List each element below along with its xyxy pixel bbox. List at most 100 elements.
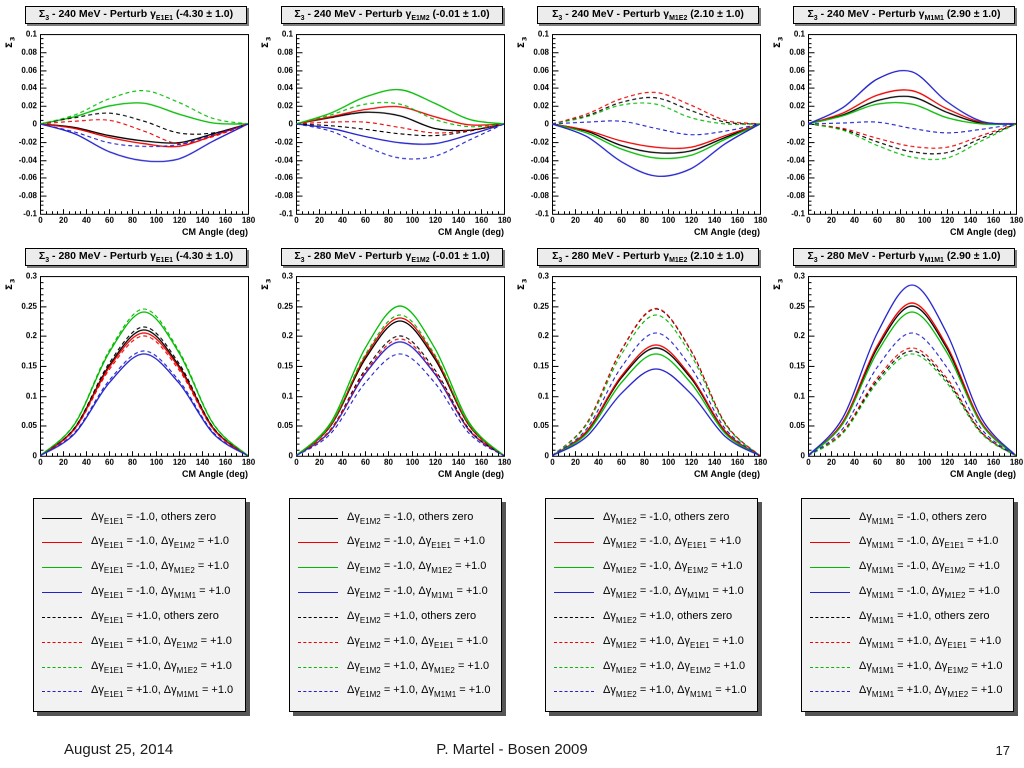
plots-grid: Σ3 - 240 MeV - Perturb γE1E1 (-4.30 ± 1.… [0, 4, 1024, 488]
legend-entry-label: ΔγE1E1 = +1.0, ΔγE1M2 = +1.0 [91, 634, 232, 650]
subscript-text: M1E2 [615, 516, 637, 526]
dashed-line-sample-icon [810, 616, 850, 618]
legend-entry-label: ΔγM1E2 = +1.0, ΔγM1M1 = +1.0 [603, 684, 747, 700]
subscript-text: M1E2 [615, 665, 637, 675]
subscript-text: E1M2 [947, 665, 969, 675]
subscript-text: M1M1 [176, 690, 199, 700]
legend-entry: ΔγE1E1 = -1.0, ΔγE1M2 = +1.0 [42, 531, 239, 555]
legend-entry: ΔγE1E1 = +1.0, ΔγM1M1 = +1.0 [42, 680, 239, 704]
plot-panel-3: Σ3 - 240 MeV - Perturb γM1E2 (2.10 ± 1.0… [512, 4, 768, 246]
plot-canvas-2 [256, 28, 512, 240]
legend-entry: ΔγE1M2 = -1.0, ΔγM1M1 = +1.0 [298, 581, 495, 605]
subscript-text: M1E2 [615, 541, 637, 551]
solid-line-sample-icon [810, 592, 850, 594]
subscript-text: M1E2 [615, 690, 637, 700]
solid-line-sample-icon [298, 592, 338, 594]
subscript-text: M1E2 [669, 15, 688, 22]
subscript-text: E1M2 [359, 665, 381, 675]
plot-panel-2: Σ3 - 240 MeV - Perturb γE1M2 (-0.01 ± 1.… [256, 4, 512, 246]
footer-presentation-title: P. Martel - Bosen 2009 [436, 741, 588, 758]
legend-entry-label: ΔγE1E1 = -1.0, ΔγE1M2 = +1.0 [91, 535, 230, 551]
legend-entry: ΔγE1M2 = +1.0, ΔγM1M1 = +1.0 [298, 680, 495, 704]
solid-line-sample-icon [298, 542, 338, 544]
subscript-text: E1M2 [359, 640, 381, 650]
subscript-text: E1M2 [176, 640, 198, 650]
plot-canvas-5 [0, 270, 256, 482]
legend-entry-label: ΔγE1M2 = -1.0, ΔγM1E2 = +1.0 [347, 560, 487, 576]
footer-date: August 25, 2014 [64, 741, 174, 758]
legend-entry-label: ΔγM1E2 = -1.0, ΔγE1E1 = +1.0 [603, 535, 742, 551]
legend-entry-label: ΔγM1M1 = +1.0, others zero [859, 609, 990, 625]
subscript-text: E1M2 [173, 541, 195, 551]
plot-canvas-7 [512, 270, 768, 482]
subscript-text: M1E2 [944, 591, 966, 601]
footer: August 25, 2014 P. Martel - Bosen 2009 1… [0, 741, 1024, 765]
subscript-text: E1M2 [359, 566, 381, 576]
solid-line-sample-icon [42, 592, 82, 594]
plot-panel-6: Σ3 - 280 MeV - Perturb γE1M2 (-0.01 ± 1.… [256, 246, 512, 488]
subscript-text: M1M1 [871, 615, 895, 625]
dashed-line-sample-icon [42, 641, 82, 643]
solid-line-sample-icon [554, 592, 594, 594]
subscript-text: E1E1 [944, 541, 965, 551]
legend-entry-label: ΔγE1M2 = -1.0, ΔγE1E1 = +1.0 [347, 535, 486, 551]
subscript-text: E1E1 [687, 541, 707, 551]
subscript-text: E1E1 [103, 665, 124, 675]
subscript-text: 3 [558, 15, 563, 22]
subscript-text: E1E1 [103, 516, 124, 526]
subscript-text: E1E1 [103, 640, 124, 650]
legend-entry-label: ΔγE1E1 = +1.0, others zero [91, 609, 219, 625]
dashed-line-sample-icon [298, 666, 338, 668]
legend-box-3: ΔγM1E2 = -1.0, others zero ΔγM1E2 = -1.0,… [545, 498, 758, 712]
legend-entry: ΔγM1M1 = -1.0, ΔγE1M2 = +1.0 [810, 556, 1007, 580]
subscript-text: E1E1 [155, 257, 174, 264]
legend-entry-label: ΔγM1M1 = -1.0, others zero [859, 510, 987, 526]
legend-entry-label: ΔγE1M2 = +1.0, others zero [347, 609, 477, 625]
legend-entry: ΔγE1E1 = -1.0, others zero [42, 506, 239, 530]
subscript-text: E1E1 [431, 541, 451, 551]
legend-entry: ΔγE1M2 = +1.0, ΔγE1E1 = +1.0 [298, 630, 495, 654]
solid-line-sample-icon [554, 567, 594, 569]
legend-entry-label: ΔγM1M1 = -1.0, ΔγE1E1 = +1.0 [859, 535, 999, 551]
subscript-text: M1M1 [431, 591, 454, 601]
subscript-text: M1E2 [669, 257, 688, 264]
solid-line-sample-icon [42, 567, 82, 569]
dashed-line-sample-icon [810, 641, 850, 643]
legend-entry-label: ΔγE1M2 = +1.0, ΔγM1M1 = +1.0 [347, 684, 491, 700]
legend-entry-label: ΔγE1E1 = +1.0, ΔγM1M1 = +1.0 [91, 684, 234, 700]
subscript-text: E1M2 [411, 15, 430, 22]
subscript-text: M1M1 [687, 591, 710, 601]
legend-entry-label: ΔγM1M1 = -1.0, ΔγM1E2 = +1.0 [859, 585, 1000, 601]
subscript-text: M1M1 [871, 566, 895, 576]
subscript-text: E1E1 [155, 15, 174, 22]
subscript-text: M1M1 [871, 516, 895, 526]
subscript-text: E1M2 [944, 566, 966, 576]
legend-entry: ΔγE1E1 = +1.0, others zero [42, 605, 239, 629]
legend-entry: ΔγM1M1 = -1.0, ΔγM1E2 = +1.0 [810, 581, 1007, 605]
dashed-line-sample-icon [42, 616, 82, 618]
dashed-line-sample-icon [298, 691, 338, 693]
solid-line-sample-icon [42, 542, 82, 544]
legend-entry: ΔγM1M1 = +1.0, ΔγM1E2 = +1.0 [810, 680, 1007, 704]
subscript-text: M1M1 [924, 257, 944, 264]
dashed-line-sample-icon [298, 641, 338, 643]
plot-title-8: Σ3 - 280 MeV - Perturb γM1M1 (2.90 ± 1.0… [793, 248, 1015, 266]
solid-line-sample-icon [554, 517, 594, 519]
legend-entry: ΔγM1E2 = +1.0, ΔγE1M2 = +1.0 [554, 655, 751, 679]
solid-line-sample-icon [810, 567, 850, 569]
solid-line-sample-icon [298, 567, 338, 569]
legend-entry: ΔγE1E1 = -1.0, ΔγM1E2 = +1.0 [42, 556, 239, 580]
legend-entry: ΔγM1E2 = +1.0, ΔγM1M1 = +1.0 [554, 680, 751, 704]
plot-panel-1: Σ3 - 240 MeV - Perturb γE1E1 (-4.30 ± 1.… [0, 4, 256, 246]
subscript-text: 3 [45, 15, 50, 22]
plot-title-7: Σ3 - 280 MeV - Perturb γM1E2 (2.10 ± 1.0… [537, 248, 759, 266]
subscript-text: M1E2 [433, 665, 455, 675]
legend-entry: ΔγM1M1 = -1.0, others zero [810, 506, 1007, 530]
subscript-text: M1E2 [615, 591, 637, 601]
subscript-text: 3 [813, 15, 818, 22]
subscript-text: 3 [45, 257, 50, 264]
dashed-line-sample-icon [298, 616, 338, 618]
plot-canvas-4 [768, 28, 1024, 240]
legend-entry: ΔγE1M2 = -1.0, ΔγE1E1 = +1.0 [298, 531, 495, 555]
plot-panel-4: Σ3 - 240 MeV - Perturb γM1M1 (2.90 ± 1.0… [768, 4, 1024, 246]
